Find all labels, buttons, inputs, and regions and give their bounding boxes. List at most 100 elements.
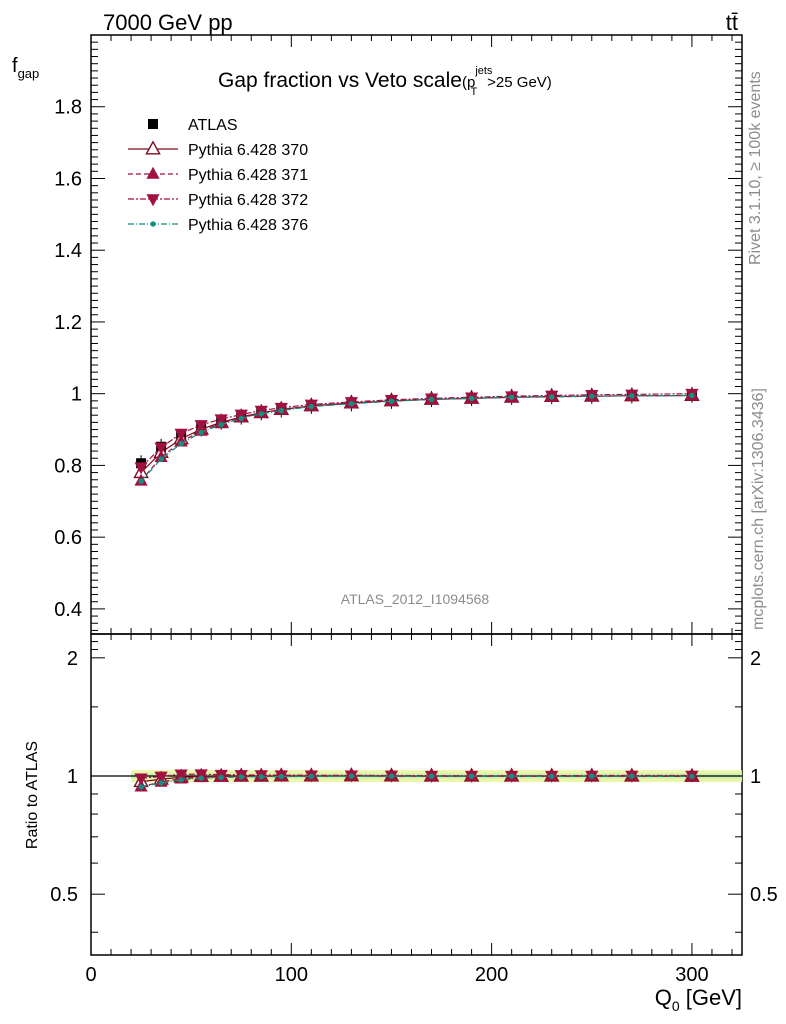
ratio-data-point [278,773,284,780]
main-panel: 0.4 0.6 0.8 1 1.2 1.4 1.6 1.8 [54,34,743,635]
ratio-data-point [154,771,168,784]
data-point [174,428,188,441]
legend-label: ATLAS [188,117,238,134]
ratio-data-point [308,773,315,780]
data-point [549,394,555,400]
ratio-data-point [428,773,435,779]
ratio-data-point [258,774,264,780]
data-point [468,395,475,402]
data-point [589,393,595,399]
ratio-data-point [238,774,244,780]
data-point [154,442,168,455]
ratio-tick-label-right: 0.5 [750,884,778,906]
data-point [689,392,695,399]
legend-item: ATLAS [148,117,238,134]
header-right-label: tt̄ [726,10,738,35]
ratio-data-point [218,774,224,781]
data-point [428,396,435,403]
ratio-tick-label-right: 2 [750,648,761,670]
data-point [278,407,284,414]
legend-item: Pythia 6.428 370 [128,140,308,159]
data-point [238,415,244,422]
data-point [198,429,204,436]
data-point [388,398,395,404]
y-tick-label: 1.6 [54,168,82,190]
series-4 [138,392,695,484]
ratio-tick-label: 2 [67,648,78,670]
legend-marker [146,166,160,179]
chart-title: Gap fraction vs Veto scale(pjets T>25 GeV… [218,65,552,98]
ratio-data-point [134,773,148,786]
series-2 [134,388,699,486]
ratio-series-4 [138,773,695,790]
ratio-data-point [178,777,184,783]
y-tick-label: 0.8 [54,455,82,477]
data-point [138,478,144,484]
legend-marker [145,140,161,155]
data-point [308,403,315,410]
series-line [140,393,692,468]
data-point [154,449,168,462]
data-point [218,421,224,428]
series-line [140,394,692,482]
ratio-y-axis-label: Ratio to ATLAS [24,741,41,849]
legend-marker [148,119,158,129]
ratio-data-point [348,773,355,779]
data-point [214,414,228,427]
legend-label: Pythia 6.428 370 [188,142,308,159]
data-point [134,462,148,475]
y-tick-label: 0.4 [54,599,82,621]
x-tick-label: 200 [475,964,508,986]
y-axis-label: fgap [12,55,39,81]
legend-marker [146,194,160,207]
x-tick-label: 300 [675,964,708,986]
data-point [178,440,184,447]
ratio-data-point [689,773,695,780]
header-left-label: 7000 GeV pp [103,10,233,35]
series-line [140,394,692,482]
legend-item: Pythia 6.428 371 [128,166,308,184]
data-point [629,393,635,399]
legend-label: Pythia 6.428 371 [188,167,308,184]
y-tick-label: 1 [71,384,82,406]
ratio-data-point [508,773,515,779]
analysis-watermark: ATLAS_2012_I1094568 [341,591,490,607]
x-tick-label: 0 [85,964,96,986]
data-point [234,409,248,422]
ratio-data-point [549,773,555,780]
data-point [508,394,515,400]
legend-item: Pythia 6.428 372 [128,192,308,209]
series-1 [133,386,700,479]
ratio-tick-label-right: 1 [750,766,761,788]
legend-label: Pythia 6.428 376 [188,217,308,234]
data-point [348,401,355,407]
ratio-data-point [174,769,188,782]
ratio-data-point [388,773,395,779]
ratio-tick-label: 1 [67,766,78,788]
y-tick-label: 1.8 [54,97,82,119]
data-point [158,456,164,462]
mcplots-label: mcplots.cern.ch [arXiv:1306.3436] [750,388,767,630]
ratio-tick-label: 0.5 [50,884,78,906]
ratio-frame-border [90,633,743,956]
legend-item: Pythia 6.428 376 [128,217,308,234]
series-line [140,394,692,474]
legend: ATLAS Pythia 6.428 370 Pythia 6.428 371 Pyt… [128,117,308,234]
ratio-series-line [140,775,692,788]
y-tick-label: 1.4 [54,240,82,262]
legend-marker [150,221,156,227]
ratio-data-point [198,775,204,781]
y-tick-label: 1.2 [54,312,82,334]
data-point [258,411,264,417]
x-tick-label: 100 [275,964,308,986]
ratio-data-point [158,780,164,786]
data-point [194,420,208,433]
ratio-data-point [629,773,635,779]
series-3 [134,388,699,475]
x-axis-label: Q0 [GeV] [655,985,742,1014]
ratio-panel: 0.5 0.5 1 1 2 2 [50,633,778,956]
y-tick-label: 0.6 [54,527,82,549]
ratio-data-point [589,773,595,779]
ratio-data-point [194,769,208,782]
